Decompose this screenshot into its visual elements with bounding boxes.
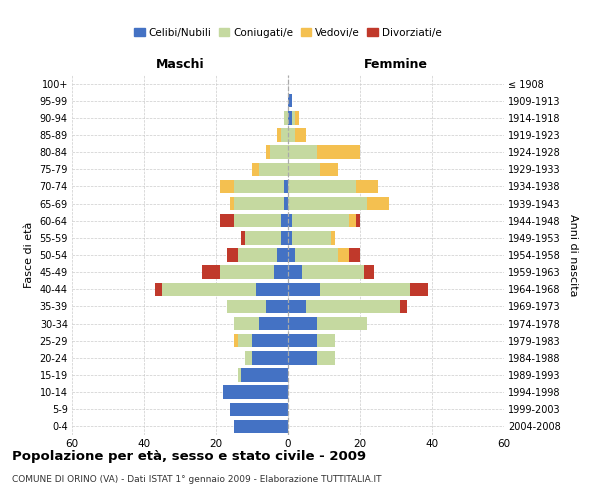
Bar <box>400 300 407 313</box>
Bar <box>356 214 360 228</box>
Bar <box>288 111 292 124</box>
Bar <box>162 282 256 296</box>
Bar <box>220 180 234 193</box>
Bar <box>288 146 317 159</box>
Bar <box>349 248 360 262</box>
Bar <box>292 231 331 244</box>
Bar <box>288 197 367 210</box>
Bar <box>288 282 320 296</box>
Bar <box>238 248 277 262</box>
Bar <box>266 146 270 159</box>
Y-axis label: Anni di nascita: Anni di nascita <box>568 214 578 296</box>
Bar <box>288 162 320 176</box>
Bar <box>281 128 288 141</box>
Bar <box>288 231 292 244</box>
Text: COMUNE DI ORINO (VA) - Dati ISTAT 1° gennaio 2009 - Elaborazione TUTTITALIA.IT: COMUNE DI ORINO (VA) - Dati ISTAT 1° gen… <box>12 475 382 484</box>
Bar <box>292 214 349 228</box>
Bar <box>410 282 428 296</box>
Bar <box>364 266 374 279</box>
Bar <box>288 214 292 228</box>
Bar <box>259 317 288 330</box>
Bar <box>320 162 338 176</box>
Bar <box>238 334 252 347</box>
Bar <box>317 317 367 330</box>
Bar <box>241 231 245 244</box>
Bar <box>288 300 306 313</box>
Bar <box>266 300 288 313</box>
Bar <box>288 266 302 279</box>
Bar <box>223 386 288 399</box>
Bar <box>220 214 234 228</box>
Bar <box>234 214 281 228</box>
Bar <box>245 231 281 244</box>
Bar <box>230 402 288 416</box>
Bar <box>252 334 288 347</box>
Bar <box>234 197 284 210</box>
Text: Popolazione per età, sesso e stato civile - 2009: Popolazione per età, sesso e stato civil… <box>12 450 366 463</box>
Bar <box>317 351 335 364</box>
Bar <box>230 197 234 210</box>
Bar <box>284 197 288 210</box>
Bar <box>270 146 288 159</box>
Bar <box>288 94 292 108</box>
Bar <box>245 351 252 364</box>
Bar <box>306 300 400 313</box>
Bar <box>234 334 238 347</box>
Bar <box>227 248 238 262</box>
Bar <box>288 180 356 193</box>
Bar <box>288 248 295 262</box>
Bar <box>295 128 306 141</box>
Bar <box>317 146 360 159</box>
Bar <box>284 180 288 193</box>
Bar <box>234 420 288 433</box>
Bar <box>281 231 288 244</box>
Bar <box>288 351 317 364</box>
Bar <box>259 162 288 176</box>
Bar <box>302 266 364 279</box>
Bar <box>338 248 349 262</box>
Bar <box>295 111 299 124</box>
Bar <box>284 111 288 124</box>
Bar <box>349 214 356 228</box>
Bar <box>256 282 288 296</box>
Bar <box>234 317 259 330</box>
Bar <box>356 180 378 193</box>
Bar <box>277 128 281 141</box>
Bar <box>220 266 274 279</box>
Bar <box>238 368 241 382</box>
Bar <box>155 282 162 296</box>
Bar <box>252 351 288 364</box>
Bar <box>234 180 284 193</box>
Bar <box>252 162 259 176</box>
Bar <box>241 368 288 382</box>
Bar <box>331 231 335 244</box>
Y-axis label: Fasce di età: Fasce di età <box>24 222 34 288</box>
Bar <box>227 300 266 313</box>
Bar <box>288 334 317 347</box>
Bar <box>367 197 389 210</box>
Bar <box>317 334 335 347</box>
Bar <box>292 111 295 124</box>
Legend: Celibi/Nubili, Coniugati/e, Vedovi/e, Divorziati/e: Celibi/Nubili, Coniugati/e, Vedovi/e, Di… <box>131 24 445 41</box>
Bar <box>274 266 288 279</box>
Bar <box>202 266 220 279</box>
Bar <box>281 214 288 228</box>
Bar <box>320 282 410 296</box>
Bar <box>288 317 317 330</box>
Bar <box>277 248 288 262</box>
Bar <box>288 128 295 141</box>
Bar <box>295 248 338 262</box>
